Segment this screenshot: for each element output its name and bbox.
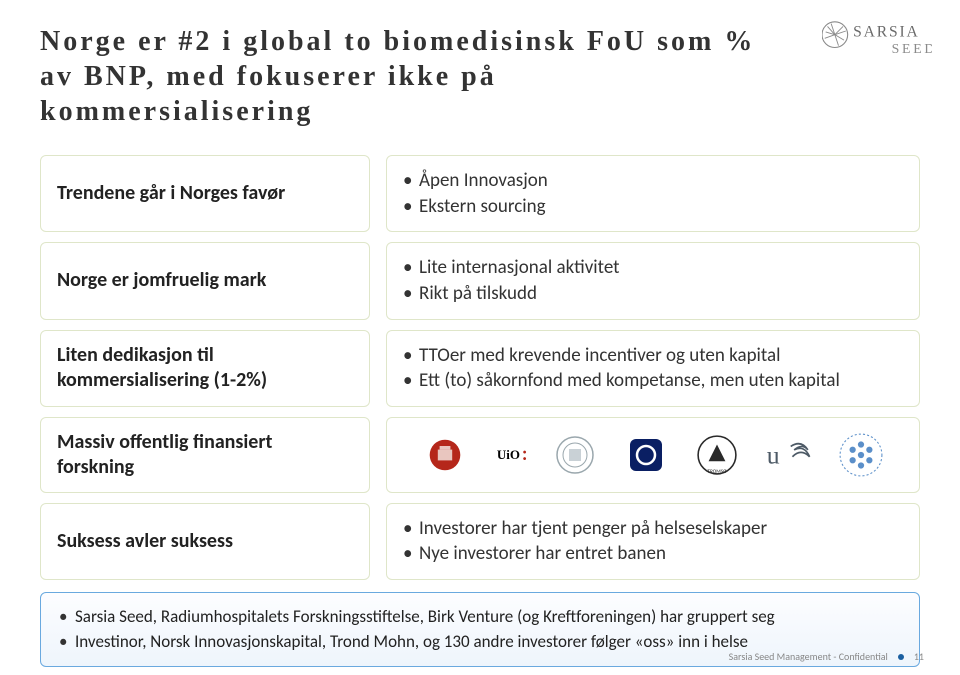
- bullet: Nye investorer har entret banen: [403, 541, 903, 567]
- nmbu-seal-icon: [838, 432, 884, 478]
- page-number: 11: [914, 650, 924, 663]
- bullet: Ekstern sourcing: [403, 194, 903, 220]
- row-content: Lite internasjonal aktivitet Rikt på til…: [386, 242, 920, 319]
- uio-seal-icon: [422, 432, 468, 478]
- row-label: Liten dedikasjon til kommersialisering (…: [40, 330, 370, 407]
- footer: Sarsia Seed Management - Confidential 11: [729, 650, 924, 663]
- logo-brand-text: SARSIA: [853, 24, 919, 41]
- row-label: Suksess avler suksess: [40, 503, 370, 580]
- sarsia-logo: SARSIA SEED: [822, 14, 932, 70]
- bullet: Investorer har tjent penger på helsesels…: [403, 516, 903, 542]
- row: Suksess avler suksess Investorer har tje…: [40, 503, 920, 580]
- row: Massiv offentlig finansiert forskning Ui…: [40, 417, 920, 493]
- uis-icon: u: [765, 432, 813, 478]
- footer-text: Sarsia Seed Management - Confidential: [729, 650, 888, 663]
- uio-text-icon: UiO:: [493, 432, 527, 478]
- content-rows: Trendene går i Norges favør Åpen Innovas…: [40, 155, 920, 580]
- row-content: Investorer har tjent penger på helsesels…: [386, 503, 920, 580]
- row-content: TTOer med krevende incentiver og uten ka…: [386, 330, 920, 407]
- ntnu-icon: [623, 432, 669, 478]
- uit-seal-icon: TROMSØ: [694, 432, 740, 478]
- bullet: Sarsia Seed, Radiumhospitalets Forskning…: [59, 605, 901, 630]
- row-logos: UiO: TROMSØ u: [386, 417, 920, 493]
- row: Trendene går i Norges favør Åpen Innovas…: [40, 155, 920, 232]
- row-content: Åpen Innovasjon Ekstern sourcing: [386, 155, 920, 232]
- row: Liten dedikasjon til kommersialisering (…: [40, 330, 920, 407]
- row: Norge er jomfruelig mark Lite internasjo…: [40, 242, 920, 319]
- uib-seal-icon: [552, 432, 598, 478]
- bullet: Rikt på tilskudd: [403, 281, 903, 307]
- bullet: TTOer med krevende incentiver og uten ka…: [403, 343, 903, 369]
- bullet: Åpen Innovasjon: [403, 168, 903, 194]
- slide: SARSIA SEED Norge er #2 i global to biom…: [0, 0, 960, 675]
- page-title: Norge er #2 i global to biomedisinsk FoU…: [40, 24, 780, 129]
- logo-sub-text: SEED: [892, 41, 932, 56]
- row-label: Massiv offentlig finansiert forskning: [40, 417, 370, 493]
- row-label: Norge er jomfruelig mark: [40, 242, 370, 319]
- bullet: Lite internasjonal aktivitet: [403, 255, 903, 281]
- svg-text:TROMSØ: TROMSØ: [708, 469, 728, 475]
- footer-dot-icon: [898, 654, 904, 660]
- svg-text:u: u: [767, 440, 780, 469]
- bullet: Ett (to) såkornfond med kompetanse, men …: [403, 368, 903, 394]
- row-label: Trendene går i Norges favør: [40, 155, 370, 232]
